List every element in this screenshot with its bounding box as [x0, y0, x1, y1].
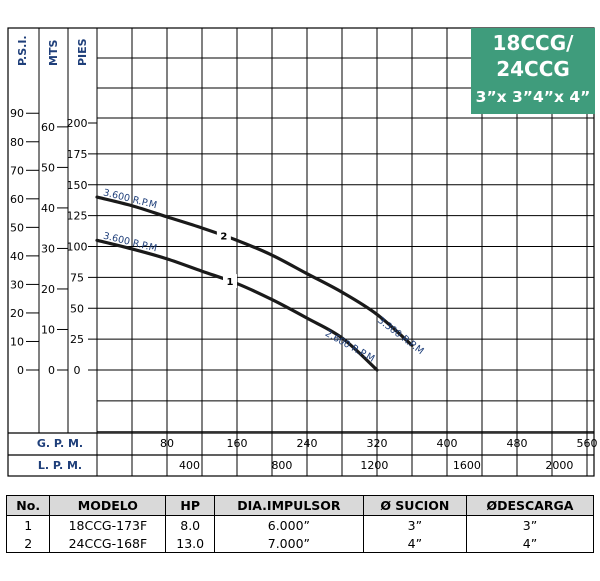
pies-tick-label: 50 — [70, 302, 84, 315]
table-row: 1 18CCG-173F 8.0 6.000” 3” 3” — [5, 515, 595, 534]
curve-2-number-bg — [216, 228, 231, 243]
table-cell: 1 — [5, 515, 51, 534]
pies-tick-label: 200 — [67, 117, 88, 130]
lpm-axis-title: L. P. M. — [38, 459, 82, 472]
gpm-tick-label: 80 — [160, 437, 174, 450]
lpm-tick-label: 400 — [179, 459, 200, 472]
chart-subtitle: 3”x 3”4”x 4” — [476, 88, 591, 106]
pies-tick-label: 0 — [74, 364, 81, 377]
table-cell: 18CCG-173F — [49, 515, 167, 534]
gpm-axis-title: G. P. M. — [37, 437, 83, 450]
table-cell: 7.000” — [214, 534, 364, 553]
curve-series-2 — [95, 195, 414, 347]
chart-title-line-1: 18CCG/ — [493, 31, 575, 55]
curve-2-end-label: 3.300 R.P.M — [375, 315, 425, 357]
psi-tick-label: 0 — [17, 364, 24, 377]
curve-1-number-bg — [223, 274, 237, 289]
gpm-tick-label: 160 — [227, 437, 248, 450]
curve-1-end-label: 2.600 R.P.M — [323, 328, 376, 365]
gpm-tick-label: 240 — [297, 437, 318, 450]
lpm-tick-label: 1600 — [453, 459, 481, 472]
table-cell: 4” — [362, 534, 467, 553]
psi-tick-label: 20 — [10, 307, 24, 320]
psi-tick-label: 40 — [10, 250, 24, 263]
pies-tick-label: 150 — [67, 179, 88, 192]
table-body: 1 18CCG-173F 8.0 6.000” 3” 3” 2 24CCG-168F 13.0 7… — [5, 515, 595, 553]
pies-tick-label: 125 — [67, 210, 88, 223]
table-row: 2 24CCG-168F 13.0 7.000” 4” 4” — [5, 534, 595, 553]
psi-tick-label: 70 — [10, 164, 24, 177]
pies-tick-label: 100 — [67, 241, 88, 254]
curve-1-number: 1 — [227, 277, 234, 288]
axis-title-pies: PIES — [76, 38, 89, 66]
curve-2-number: 2 — [220, 232, 227, 243]
curve-2-speed-label: 3.600 R.P.M — [102, 187, 158, 211]
table-cell: 2 — [5, 534, 51, 553]
pies-tick-label: 175 — [67, 148, 88, 161]
axes: P.S.I. MTS PIES010203040506070809001020304… — [10, 35, 598, 472]
psi-tick-label: 60 — [10, 193, 24, 206]
mts-tick-label: 0 — [48, 364, 55, 377]
table-cell: 8.0 — [165, 515, 216, 534]
chart-title-line-2: 24CCG — [496, 57, 570, 81]
curve-1-speed-label: 3.600 R.P.M — [102, 231, 158, 255]
lpm-tick-label: 2000 — [545, 459, 573, 472]
pies-tick-label: 75 — [70, 271, 84, 284]
psi-tick-label: 30 — [10, 278, 24, 291]
mts-tick-label: 30 — [41, 242, 55, 255]
table-cell: 6.000” — [214, 515, 364, 534]
axis-title-mts: MTS — [47, 40, 60, 66]
mts-tick-label: 40 — [41, 202, 55, 215]
table-header-cell: ØDESCARGA — [465, 495, 595, 516]
pies-tick-label: 25 — [70, 333, 84, 346]
psi-tick-label: 90 — [10, 107, 24, 120]
table-header-cell: No. — [5, 495, 51, 516]
mts-tick-label: 60 — [41, 121, 55, 134]
model-spec-table: No. MODELO HP DIA.IMPULSOR Ø SUCION ØDESCARGA… — [5, 495, 595, 553]
table-cell: 13.0 — [165, 534, 216, 553]
psi-tick-label: 50 — [10, 221, 24, 234]
psi-tick-label: 80 — [10, 136, 24, 149]
table-header-cell: Ø SUCION — [362, 495, 467, 516]
psi-tick-label: 10 — [10, 335, 24, 348]
table-header-cell: MODELO — [49, 495, 167, 516]
gpm-tick-label: 320 — [367, 437, 388, 450]
mts-tick-label: 10 — [41, 323, 55, 336]
gpm-tick-label: 560 — [577, 437, 598, 450]
table-header-cell: HP — [165, 495, 216, 516]
table-cell: 24CCG-168F — [49, 534, 167, 553]
gpm-tick-label: 480 — [507, 437, 528, 450]
table-cell: 3” — [465, 515, 595, 534]
axis-title-psi: P.S.I. — [16, 35, 29, 66]
table-header-cell: DIA.IMPULSOR — [214, 495, 364, 516]
model-badge: 18CCG/ 24CCG 3”x 3”4”x 4” — [471, 28, 595, 114]
table-header-row: No. MODELO HP DIA.IMPULSOR Ø SUCION ØDESCARGA — [5, 495, 595, 516]
gpm-tick-label: 400 — [437, 437, 458, 450]
table-cell: 3” — [362, 515, 467, 534]
mts-tick-label: 50 — [41, 161, 55, 174]
curves: 3.600 R.P.M 1 2.600 R.P.M 3.600 R.P.M 2 3.300… — [95, 187, 426, 372]
mts-tick-label: 20 — [41, 283, 55, 296]
lpm-tick-label: 1200 — [360, 459, 388, 472]
table-cell: 4” — [465, 534, 595, 553]
lpm-tick-label: 800 — [271, 459, 292, 472]
pump-performance-chart: P.S.I. MTS PIES010203040506070809001020304… — [7, 27, 598, 477]
